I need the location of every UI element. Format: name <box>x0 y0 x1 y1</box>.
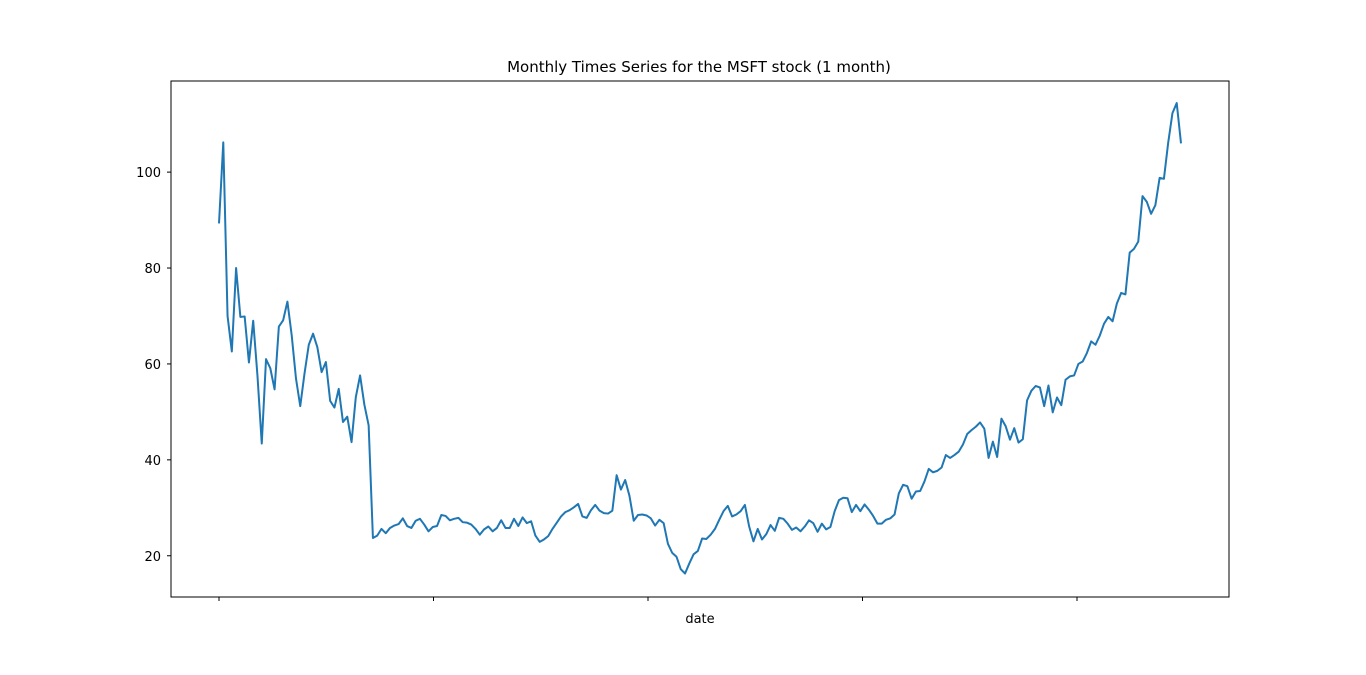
x-axis-label: date <box>685 612 714 627</box>
y-tick-label: 60 <box>144 358 161 373</box>
y-tick-label: 20 <box>144 550 161 565</box>
chart-title: Monthly Times Series for the MSFT stock … <box>507 58 891 76</box>
series-layer <box>218 102 1182 575</box>
series-line <box>218 102 1182 575</box>
plot-frame <box>170 80 1230 598</box>
axes: 20 40 60 80 100 <box>136 166 1078 601</box>
y-tick-label: 100 <box>136 166 161 181</box>
y-tick-label: 80 <box>144 262 161 277</box>
y-tick-label: 40 <box>144 454 161 469</box>
